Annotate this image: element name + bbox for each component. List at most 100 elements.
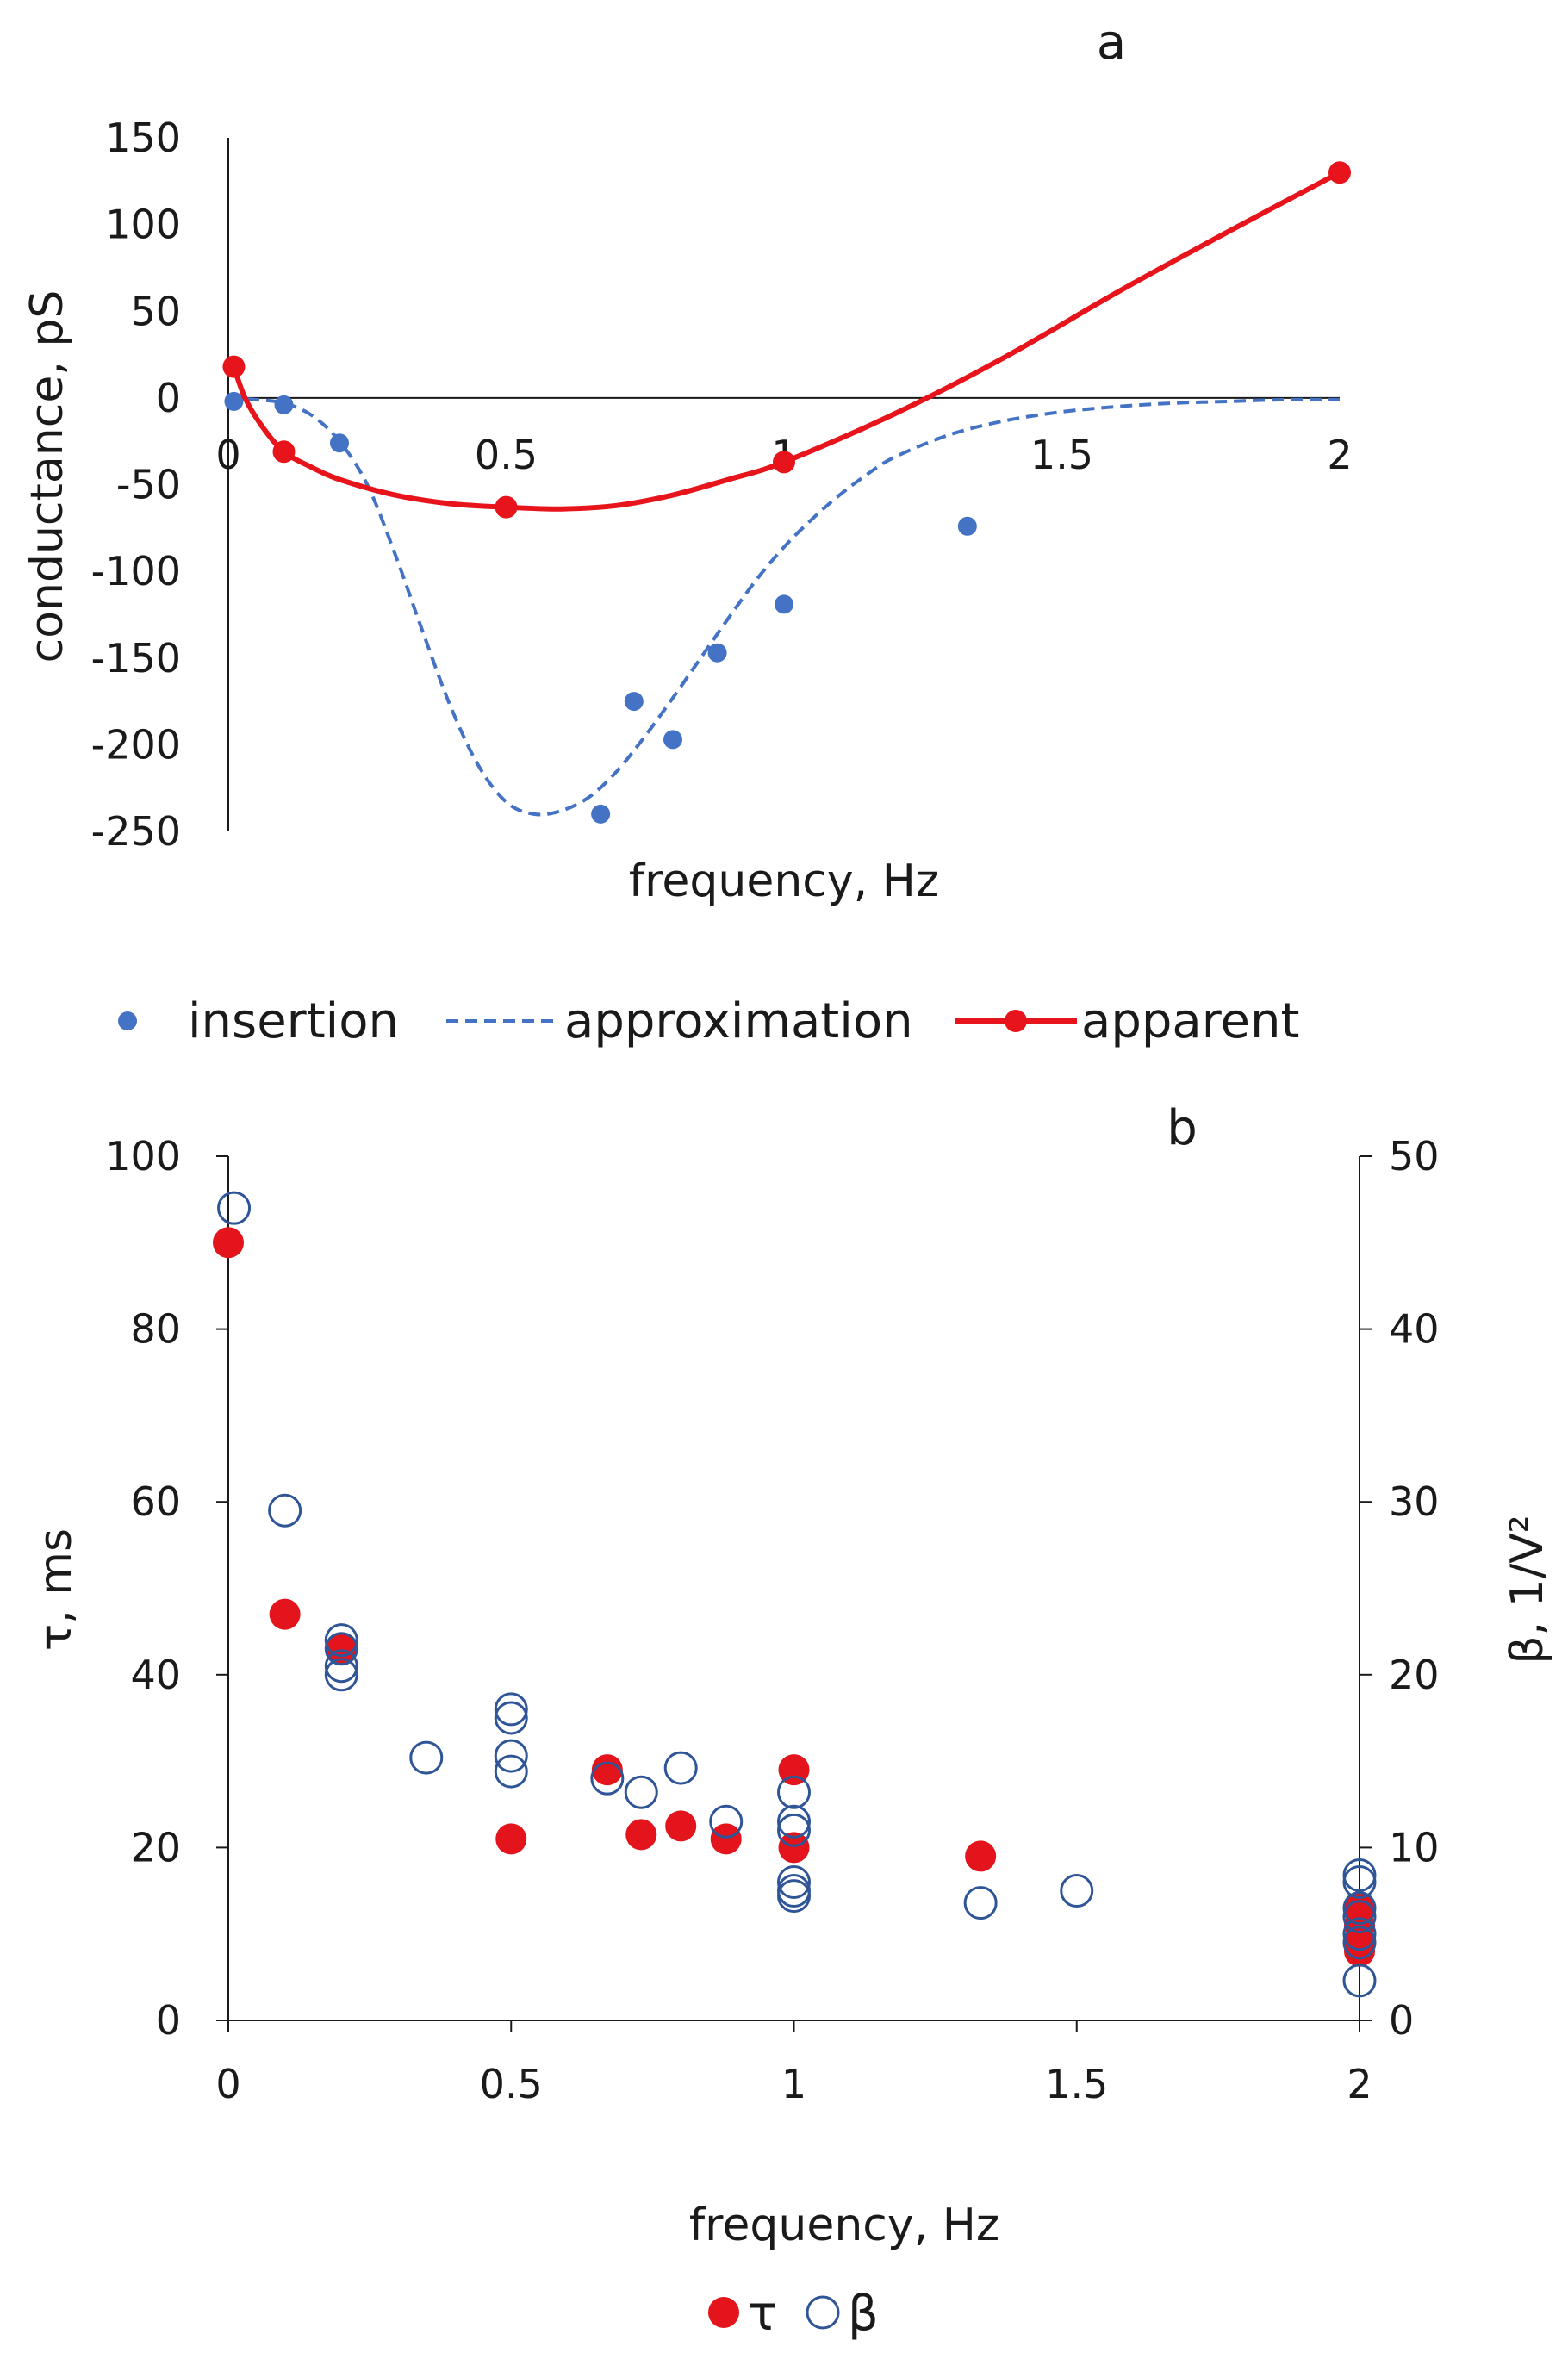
- beta-point: [777, 1879, 811, 1914]
- beta-point: [777, 1865, 811, 1900]
- chart-a: a 150100500-50-100-150-200-25000.511.52 …: [22, 15, 1353, 1049]
- beta-point: [777, 1804, 811, 1839]
- legend-marker-beta: [806, 2295, 840, 2330]
- legend-marker-insertion: [118, 1011, 137, 1030]
- beta-point: [494, 1739, 528, 1773]
- legend-label-approximation: approximation: [564, 993, 913, 1049]
- apparent-point: [222, 355, 246, 378]
- beta-point: [217, 1191, 252, 1225]
- apparent-point: [272, 440, 296, 464]
- y-tick-label-b: 60: [130, 1478, 181, 1525]
- beta-point: [1342, 1964, 1377, 1998]
- beta-point: [777, 1813, 811, 1847]
- insertion-point: [330, 433, 349, 453]
- y2-tick-label-b: 40: [1389, 1306, 1440, 1353]
- legend-marker-tau: [708, 2297, 739, 2328]
- legend-marker-apparent: [1005, 1010, 1027, 1032]
- x-tick-label-a: 1.5: [1030, 432, 1093, 478]
- insertion-point: [274, 395, 294, 414]
- x-tick-label-b: 1: [781, 2061, 806, 2107]
- y2-tick-label-b: 30: [1389, 1478, 1440, 1525]
- beta-point: [1342, 1891, 1377, 1926]
- beta-point: [709, 1804, 744, 1839]
- y-tick-label-a: -150: [91, 635, 181, 681]
- apparent-line: [231, 170, 1341, 512]
- legend-label-beta: β: [848, 2286, 879, 2342]
- x-tick-label-b: 1.5: [1045, 2061, 1108, 2107]
- insertion-point: [957, 516, 977, 536]
- tau-point: [1344, 1935, 1375, 1967]
- x-tick-label-a: 2: [1327, 432, 1352, 478]
- beta-point: [1060, 1874, 1094, 1908]
- tau-point: [625, 1819, 657, 1851]
- y-tick-label-a: 100: [105, 202, 181, 248]
- y-tick-label-b: 0: [156, 1997, 181, 2044]
- x-tick-label-b: 0: [215, 2061, 240, 2107]
- y2-tick-label-b: 10: [1389, 1824, 1440, 1870]
- insertion-point: [224, 391, 244, 411]
- legend-b: τ β: [708, 2286, 879, 2342]
- beta-point: [1342, 1900, 1377, 1934]
- y-tick-label-b: 100: [105, 1133, 181, 1179]
- insertion-point: [591, 804, 611, 824]
- y2-tick-label-b: 20: [1389, 1652, 1440, 1698]
- insertion-point: [624, 692, 644, 712]
- tau-point: [710, 1823, 742, 1855]
- panel-label-a: a: [1097, 15, 1126, 71]
- legend-a: insertion approximation apparent: [118, 993, 1299, 1049]
- legend-label-apparent: apparent: [1081, 993, 1299, 1049]
- insertion-point: [775, 594, 793, 614]
- beta-point: [324, 1649, 358, 1684]
- beta-point: [777, 1775, 811, 1809]
- beta-point: [324, 1632, 358, 1666]
- x-tick-label-b: 2: [1347, 2061, 1372, 2107]
- tau-point: [213, 1227, 244, 1259]
- beta-point: [963, 1886, 998, 1920]
- panel-label-b: b: [1167, 1100, 1198, 1156]
- beta-point: [1342, 1917, 1377, 1951]
- tau-point: [495, 1823, 527, 1855]
- tau-point: [665, 1810, 697, 1842]
- legend-label-insertion: insertion: [188, 993, 399, 1049]
- x-tick-label-b: 0.5: [480, 2061, 543, 2107]
- plot-area-b: 0 20 40 60 80 100 0 10 20 30 40 50 0 0.5 1 1.5 2: [105, 1133, 1439, 2107]
- beta-point: [590, 1761, 625, 1796]
- beta-point: [1342, 1926, 1377, 1960]
- y-tick-label-a: -250: [91, 808, 181, 855]
- beta-point: [324, 1658, 358, 1692]
- y-tick-label-a: 150: [105, 115, 181, 161]
- beta-point: [268, 1493, 302, 1528]
- apparent-point: [773, 451, 795, 474]
- y-tick-label-b: 40: [130, 1652, 181, 1698]
- beta-point: [494, 1701, 528, 1735]
- tau-point: [965, 1840, 997, 1872]
- beta-point: [409, 1740, 444, 1775]
- y-axis-title-a: conductance, pS: [22, 290, 73, 663]
- beta-point: [624, 1775, 658, 1809]
- x-axis-title-a: frequency, Hz: [629, 856, 939, 907]
- tau-point: [591, 1754, 623, 1786]
- y-tick-label-a: -200: [91, 721, 181, 768]
- y2-axis-title-b: β, 1/V²: [1502, 1515, 1553, 1664]
- legend-label-tau: τ: [748, 2286, 777, 2342]
- apparent-point: [495, 495, 518, 519]
- x-tick-label-a: 0: [215, 432, 240, 478]
- y-axis-title-b: τ, ms: [30, 1528, 82, 1651]
- beta-point: [1342, 1865, 1377, 1900]
- beta-point: [494, 1754, 528, 1789]
- apparent-point: [1328, 161, 1351, 184]
- y2-tick-label-b: 50: [1389, 1133, 1440, 1179]
- y-tick-label-a: -50: [116, 462, 181, 508]
- y-tick-label-a: 50: [130, 288, 181, 334]
- insertion-point: [707, 643, 727, 663]
- beta-point: [324, 1623, 358, 1658]
- y2-tick-label-b: 0: [1389, 1997, 1414, 2044]
- y-tick-label-b: 20: [130, 1824, 181, 1870]
- beta-point: [494, 1692, 528, 1727]
- tau-point: [269, 1598, 301, 1630]
- insertion-point: [663, 730, 682, 750]
- tau-point: [326, 1633, 358, 1665]
- x-tick-label-a: 0.5: [475, 432, 538, 478]
